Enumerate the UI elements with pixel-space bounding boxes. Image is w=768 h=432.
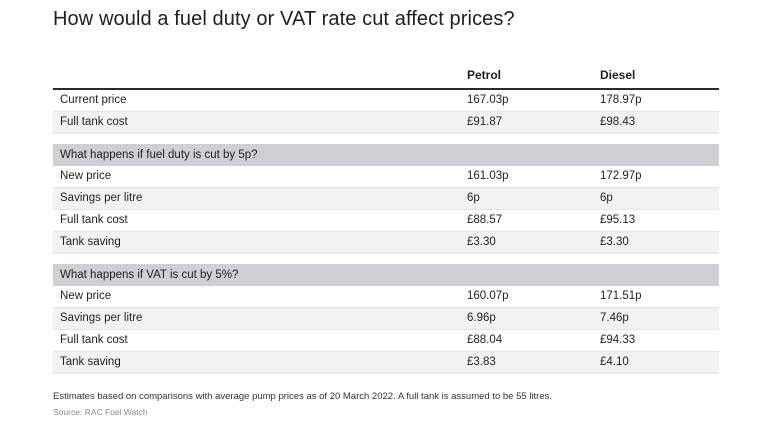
- row-label: Tank saving: [60, 236, 121, 248]
- petrol-value: £3.83: [467, 356, 496, 368]
- table-row: Tank saving £3.83 £4.10: [53, 352, 719, 374]
- column-header-diesel: Diesel: [600, 68, 636, 82]
- table-header: Petrol Diesel: [53, 64, 719, 90]
- diesel-value: £95.13: [600, 214, 636, 226]
- petrol-value: 167.03p: [467, 94, 509, 106]
- page-title: How would a fuel duty or VAT rate cut af…: [53, 8, 515, 30]
- section-heading-label: What happens if VAT is cut by 5%?: [60, 269, 239, 281]
- diesel-value: £3.30: [600, 236, 629, 248]
- row-label: New price: [60, 290, 112, 302]
- row-label: Savings per litre: [60, 192, 143, 204]
- column-header-petrol: Petrol: [467, 68, 502, 82]
- petrol-value: 6p: [467, 192, 480, 204]
- row-label: Full tank cost: [60, 116, 128, 128]
- diesel-value: 171.51p: [600, 290, 642, 302]
- petrol-value: £91.87: [467, 116, 503, 128]
- section-heading-vat: What happens if VAT is cut by 5%?: [53, 264, 719, 286]
- row-label: Full tank cost: [60, 334, 128, 346]
- table-row: Full tank cost £88.04 £94.33: [53, 330, 719, 352]
- diesel-value: £94.33: [600, 334, 636, 346]
- row-label: Full tank cost: [60, 214, 128, 226]
- table-row: New price 160.07p 171.51p: [53, 286, 719, 308]
- diesel-value: 178.97p: [600, 94, 642, 106]
- row-label: Current price: [60, 94, 127, 106]
- diesel-value: 172.97p: [600, 170, 642, 182]
- row-label: Savings per litre: [60, 312, 143, 324]
- petrol-value: £88.04: [467, 334, 503, 346]
- petrol-value: £3.30: [467, 236, 496, 248]
- source-credit: Source: RAC Fuel Watch: [53, 407, 148, 417]
- table-row: New price 161.03p 172.97p: [53, 166, 719, 188]
- petrol-value: £88.57: [467, 214, 503, 226]
- section-heading-label: What happens if fuel duty is cut by 5p?: [60, 149, 258, 161]
- diesel-value: £98.43: [600, 116, 636, 128]
- diesel-value: £4.10: [600, 356, 629, 368]
- diesel-value: 6p: [600, 192, 613, 204]
- table-row: Savings per litre 6.96p 7.46p: [53, 308, 719, 330]
- table-row: Tank saving £3.30 £3.30: [53, 232, 719, 254]
- price-table: Petrol Diesel Current price 167.03p 178.…: [53, 64, 719, 374]
- footnote: Estimates based on comparisons with aver…: [53, 391, 553, 402]
- section-heading-fuel-duty: What happens if fuel duty is cut by 5p?: [53, 144, 719, 166]
- diesel-value: 7.46p: [600, 312, 629, 324]
- petrol-value: 160.07p: [467, 290, 509, 302]
- petrol-value: 6.96p: [467, 312, 496, 324]
- petrol-value: 161.03p: [467, 170, 509, 182]
- table-row: Current price 167.03p 178.97p: [53, 90, 719, 112]
- table-row: Full tank cost £91.87 £98.43: [53, 112, 719, 134]
- table-row: Savings per litre 6p 6p: [53, 188, 719, 210]
- row-label: New price: [60, 170, 112, 182]
- row-label: Tank saving: [60, 356, 121, 368]
- table-row: Full tank cost £88.57 £95.13: [53, 210, 719, 232]
